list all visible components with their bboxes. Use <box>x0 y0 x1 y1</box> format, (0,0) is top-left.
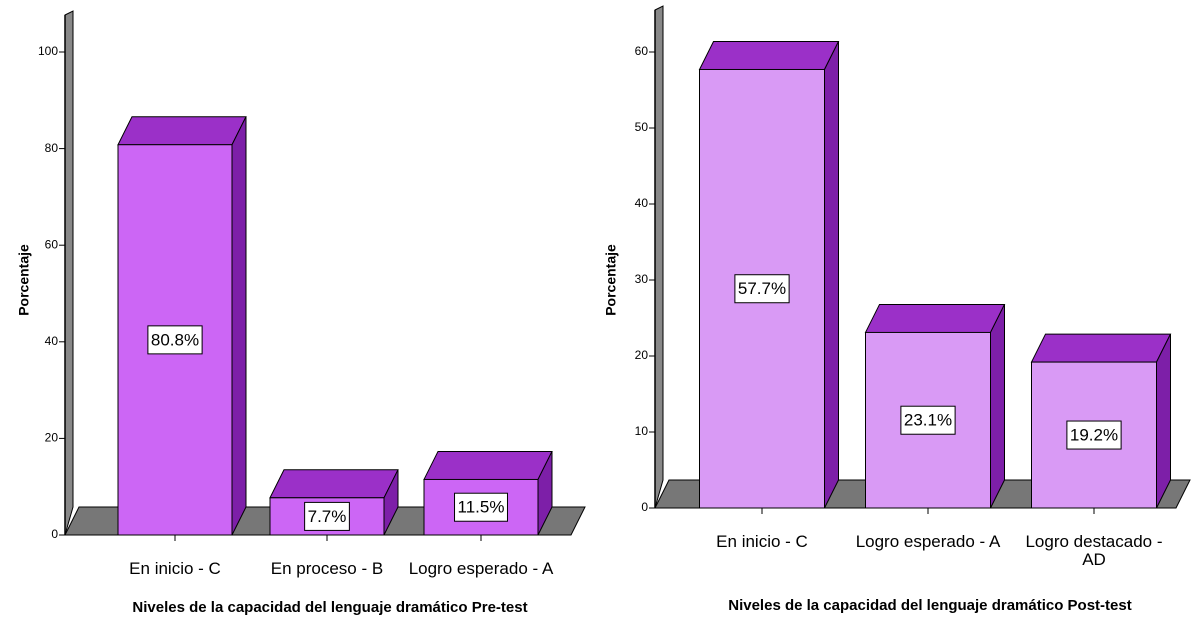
x-tick-label: En inicio - C <box>129 560 221 578</box>
y-tick-label: 80 <box>45 141 59 155</box>
x-tick-label-box: Logro esperado - A <box>408 560 554 578</box>
bar-top <box>698 40 840 70</box>
x-tick-label: En inicio - C <box>716 533 808 551</box>
value-label: 57.7% <box>738 279 786 298</box>
value-label-box <box>454 492 508 522</box>
value-label-box <box>304 501 350 531</box>
y-tick-label: 30 <box>635 272 649 286</box>
x-tick-label-box: En proceso - B <box>270 560 384 578</box>
y-tick-label: 20 <box>45 431 59 445</box>
back-wall <box>64 10 74 536</box>
x-tick-label-box: En inicio - C <box>716 533 808 551</box>
value-label-box <box>147 325 203 355</box>
y-tick-label: 50 <box>635 120 649 134</box>
y-tick-label: 10 <box>635 424 649 438</box>
value-label: 80.8% <box>151 330 199 349</box>
x-axis-label: Niveles de la capacidad del lenguaje dra… <box>728 597 1131 614</box>
value-label: 19.2% <box>1070 426 1118 445</box>
value-label: 7.7% <box>308 507 347 526</box>
x-tick-label-box: En inicio - C <box>129 560 221 578</box>
back-wall <box>654 5 664 509</box>
x-tick-label: Logro esperado - A <box>855 533 1001 551</box>
x-tick-label: En proceso - B <box>270 560 384 578</box>
bar-side <box>824 41 839 509</box>
y-tick-label: 60 <box>635 44 649 58</box>
value-label: 23.1% <box>904 411 952 430</box>
y-tick-label: 60 <box>45 237 59 251</box>
bar <box>1030 333 1172 509</box>
y-tick-label: 0 <box>51 527 58 541</box>
y-tick-label: 40 <box>45 334 59 348</box>
value-label: 11.5% <box>458 498 505 517</box>
x-tick-label: Logro esperado - A <box>408 560 554 578</box>
y-tick-label: 20 <box>635 348 649 362</box>
x-tick-label-box: Logro destacado - AD <box>1025 533 1163 569</box>
y-axis-label: Porcentaje <box>603 244 619 316</box>
y-tick-label: 100 <box>38 44 58 58</box>
bar-top <box>117 116 247 146</box>
x-tick-label: Logro destacado - AD <box>1025 533 1163 569</box>
value-label-box <box>734 274 790 304</box>
bar-top <box>864 303 1006 333</box>
y-axis-label: Porcentaje <box>16 244 32 316</box>
bar-top <box>423 450 553 480</box>
bar-top <box>1030 333 1172 363</box>
bar-side <box>231 116 247 536</box>
y-tick-label: 40 <box>635 196 649 210</box>
x-tick-label-box: Logro esperado - A <box>855 533 1001 551</box>
value-label-box <box>1066 420 1122 450</box>
bar-side <box>990 304 1005 509</box>
bar-side <box>1156 333 1171 509</box>
x-axis-label: Niveles de la capacidad del lenguaje dra… <box>132 599 527 616</box>
value-label-box <box>900 405 956 435</box>
bar-top <box>269 469 399 499</box>
y-tick-label: 0 <box>641 500 648 514</box>
